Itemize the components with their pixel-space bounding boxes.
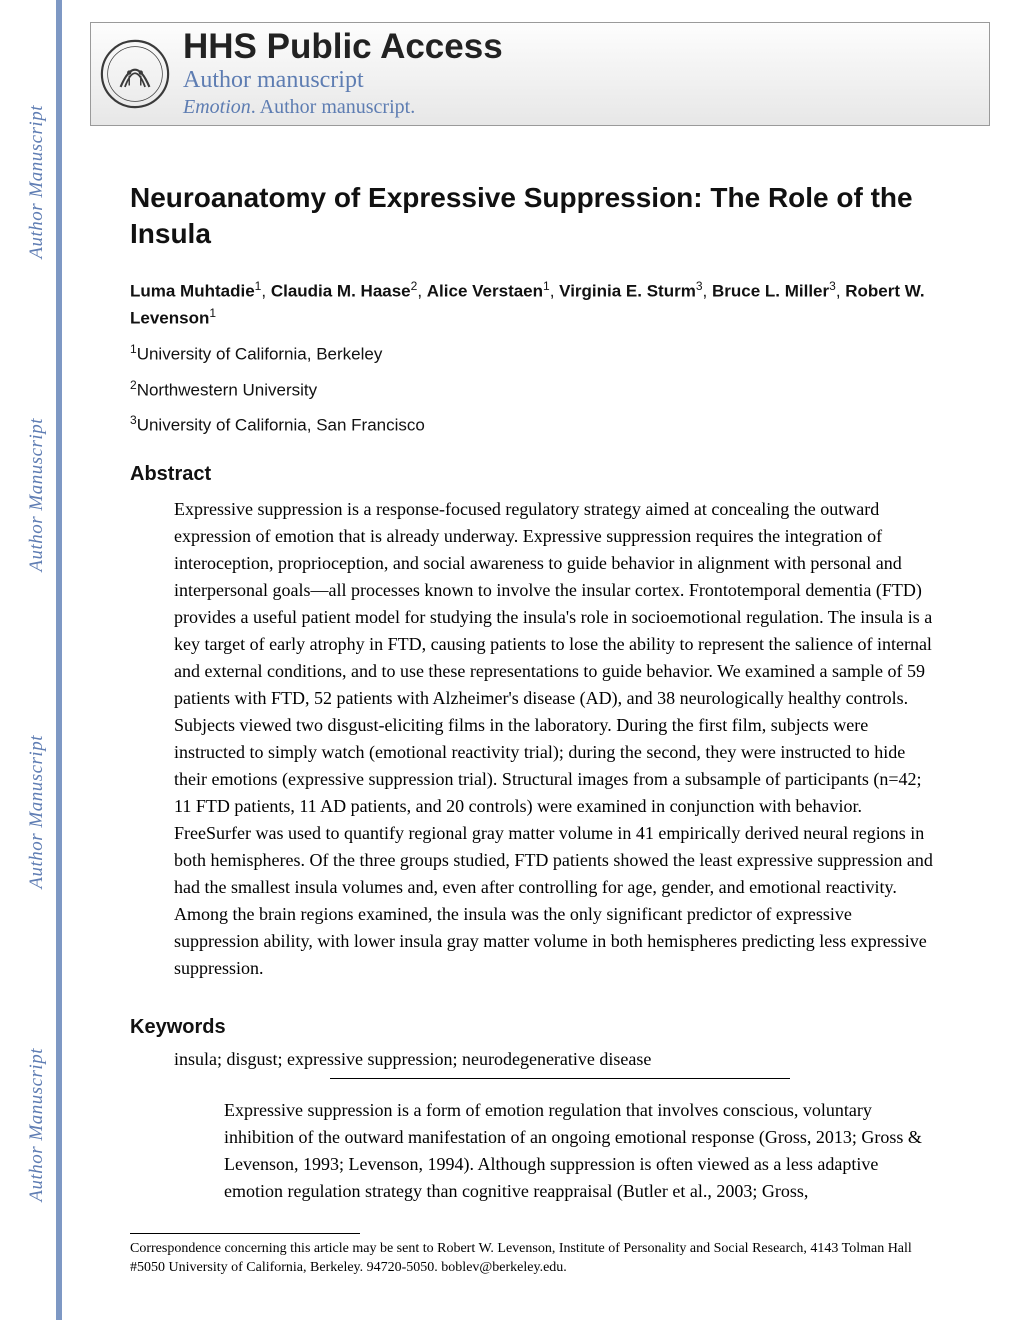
vertical-label-1: Author Manuscript (26, 105, 54, 259)
journal-name: Emotion (183, 96, 251, 118)
footnote-rule (130, 1233, 360, 1234)
author-aff: 3 (829, 279, 836, 293)
affiliation: 2Northwestern University (130, 377, 938, 402)
header-title: HHS Public Access (183, 29, 503, 66)
author-name: Bruce L. Miller (712, 281, 829, 300)
section-divider (330, 1078, 790, 1079)
abstract-heading: Abstract (130, 463, 938, 486)
author-name: Virginia E. Sturm (559, 281, 696, 300)
vertical-label-2: Author Manuscript (26, 418, 54, 572)
vertical-label-3: Author Manuscript (26, 735, 54, 889)
author-name: Alice Verstaen (427, 281, 543, 300)
aff-text: University of California, Berkeley (137, 345, 383, 364)
keywords-body: insula; disgust; expressive suppression;… (174, 1049, 938, 1070)
content-area: Neuroanatomy of Expressive Suppression: … (130, 180, 938, 1278)
aff-text: Northwestern University (137, 380, 317, 399)
keywords-heading: Keywords (130, 1016, 938, 1039)
aff-num: 1 (130, 342, 137, 356)
abstract-body: Expressive suppression is a response-foc… (174, 496, 938, 982)
aff-num: 3 (130, 413, 137, 427)
author-aff: 1 (255, 279, 262, 293)
header-text-block: HHS Public Access Author manuscript Emot… (183, 29, 503, 119)
author-aff: 3 (696, 279, 703, 293)
author-list: Luma Muhtadie1, Claudia M. Haase2, Alice… (130, 277, 938, 331)
vertical-label-4: Author Manuscript (26, 1048, 54, 1202)
header-subtitle-2: Emotion. Author manuscript. (183, 95, 503, 119)
intro-paragraph: Expressive suppression is a form of emot… (224, 1097, 936, 1205)
author-name: Claudia M. Haase (271, 281, 411, 300)
aff-text: University of California, San Francisco (137, 416, 425, 435)
sidebar-stripe (56, 0, 62, 1320)
correspondence-footnote: Correspondence concerning this article m… (130, 1240, 938, 1278)
author-name: Luma Muhtadie (130, 281, 255, 300)
author-aff: 1 (543, 279, 550, 293)
hhs-logo-icon (99, 38, 171, 110)
author-aff: 1 (209, 306, 216, 320)
header-box: HHS Public Access Author manuscript Emot… (90, 22, 990, 126)
affiliation: 3University of California, San Francisco (130, 412, 938, 437)
aff-num: 2 (130, 378, 137, 392)
header-subtitle-1: Author manuscript (183, 66, 503, 95)
author-aff: 2 (411, 279, 418, 293)
subtitle2-tail: . Author manuscript. (251, 96, 415, 118)
affiliation: 1University of California, Berkeley (130, 341, 938, 366)
article-title: Neuroanatomy of Expressive Suppression: … (130, 180, 938, 253)
